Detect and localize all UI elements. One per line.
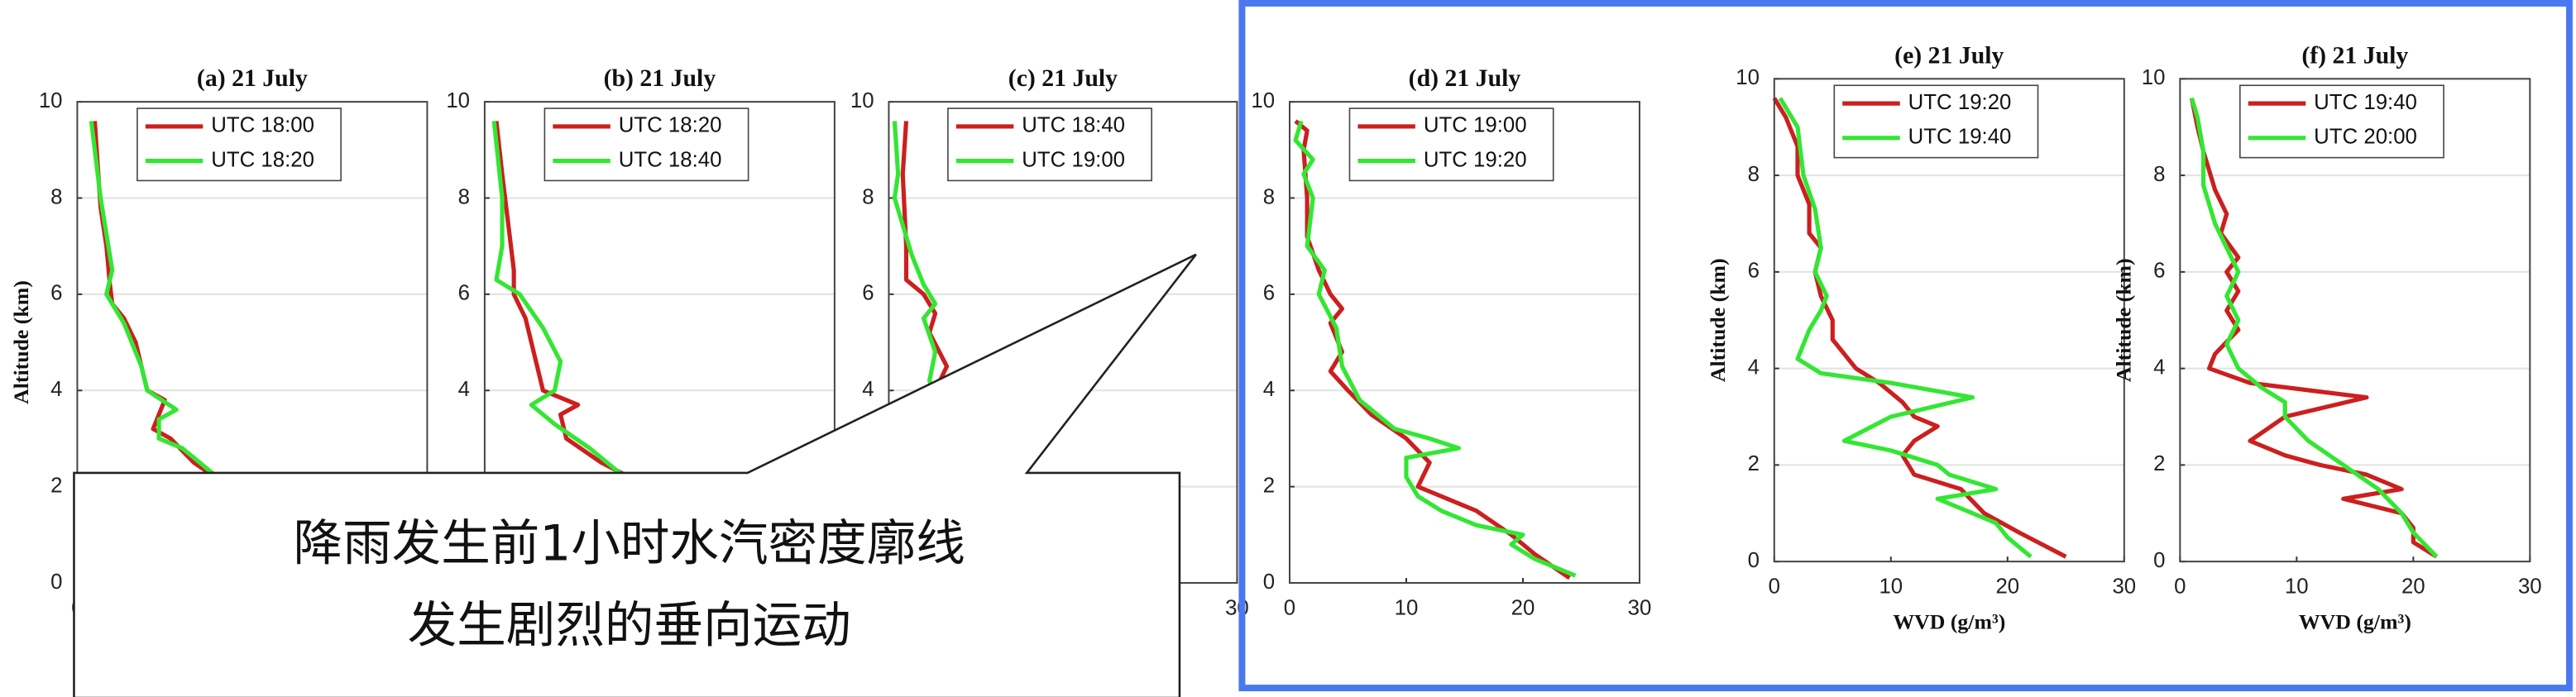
legend-label: UTC 18:40 bbox=[1022, 114, 1125, 137]
legend-label: UTC 19:40 bbox=[1908, 126, 2012, 149]
legend-label: UTC 18:00 bbox=[211, 114, 314, 137]
y-tick-label: 8 bbox=[50, 185, 62, 208]
x-tick-label: 20 bbox=[1995, 575, 2019, 599]
legend-box bbox=[1348, 107, 1554, 182]
chart-title: (c) 21 July bbox=[1008, 64, 1118, 92]
y-tick-label: 6 bbox=[1263, 282, 1275, 305]
x-tick-label: 30 bbox=[2112, 575, 2136, 599]
y-tick-label: 8 bbox=[2153, 163, 2165, 186]
x-tick-label: 10 bbox=[1879, 575, 1903, 599]
chart-title: (f) 21 July bbox=[2301, 41, 2408, 69]
y-tick-label: 10 bbox=[1251, 89, 1275, 112]
chart-title: (a) 21 July bbox=[197, 64, 308, 92]
y-tick-label: 2 bbox=[2153, 452, 2165, 475]
data-line bbox=[1294, 119, 1571, 580]
y-tick-label: 10 bbox=[39, 89, 63, 112]
callout-box bbox=[73, 253, 1197, 697]
y-tick-label: 10 bbox=[850, 89, 874, 112]
y-tick-label: 6 bbox=[1748, 260, 1760, 283]
legend-label: UTC 19:20 bbox=[1908, 91, 2012, 114]
y-tick-label: 6 bbox=[2153, 260, 2165, 283]
legend-label: UTC 18:40 bbox=[619, 148, 722, 171]
y-tick-label: 2 bbox=[1263, 474, 1275, 497]
y-tick-label: 0 bbox=[50, 570, 62, 594]
chart-title: (b) 21 July bbox=[604, 64, 716, 92]
data-line bbox=[2189, 98, 2438, 559]
x-tick-label: 30 bbox=[1628, 597, 1652, 620]
y-tick-label: 4 bbox=[1748, 356, 1760, 379]
x-tick-label: 20 bbox=[2401, 575, 2425, 599]
y-tick-label: 0 bbox=[1748, 549, 1760, 572]
x-tick-label: 30 bbox=[2518, 575, 2542, 599]
x-tick-label: 30 bbox=[1225, 597, 1249, 620]
legend-box bbox=[2239, 84, 2444, 159]
data-line bbox=[2189, 97, 2439, 559]
axes-box bbox=[2179, 78, 2531, 563]
y-tick-label: 6 bbox=[862, 282, 874, 305]
callout-text: 降雨发生前1小时水汽密度廓线 bbox=[294, 515, 965, 572]
y-tick-label: 8 bbox=[458, 185, 470, 208]
plot-area bbox=[1289, 102, 1640, 583]
y-tick-label: 8 bbox=[862, 185, 874, 208]
x-tick-label: 10 bbox=[2285, 575, 2309, 599]
legend-label: UTC 18:20 bbox=[211, 148, 314, 171]
panel: 0 2 4 6 8 10 0 10 20 30 (e) 21 July Altitude (km) WV… bbox=[1706, 41, 2136, 633]
axes-box bbox=[1288, 101, 1640, 584]
legend-box bbox=[543, 107, 749, 182]
y-tick-label: 4 bbox=[458, 378, 470, 401]
panel: 0 2 4 6 8 10 0 10 20 30 (f) 21 July Altitude (km) WV… bbox=[2112, 41, 2542, 633]
y-tick-label: 2 bbox=[1748, 452, 1760, 475]
x-tick-label: 20 bbox=[1511, 597, 1535, 620]
legend-label: UTC 20:00 bbox=[2314, 126, 2417, 149]
callout-text: 发生剧烈的垂向运动 bbox=[408, 598, 851, 655]
y-tick-label: 6 bbox=[50, 282, 62, 305]
y-tick-label: 10 bbox=[446, 89, 470, 112]
panel: 0 2 4 6 8 10 0 10 20 30 (d) 21 July UTC 19:00 UTC 19… bbox=[1251, 64, 1651, 619]
data-line bbox=[1778, 97, 2033, 559]
y-axis-label: Altitude (km) bbox=[9, 280, 33, 404]
highlight-frame bbox=[1238, 0, 2573, 692]
y-tick-label: 4 bbox=[1263, 378, 1275, 401]
x-tick-label: 0 bbox=[2174, 575, 2186, 599]
legend-label: UTC 19:20 bbox=[1424, 148, 1527, 171]
legend-label: UTC 19:40 bbox=[2314, 91, 2417, 114]
x-axis-label: WVD (g/m³) bbox=[1893, 610, 2005, 634]
x-axis-label: WVD (g/m³) bbox=[2299, 610, 2411, 634]
data-line bbox=[1293, 120, 1577, 578]
y-tick-label: 10 bbox=[2142, 66, 2166, 89]
chart-title: (e) 21 July bbox=[1894, 41, 2004, 69]
data-line bbox=[491, 121, 743, 575]
y-tick-label: 4 bbox=[50, 378, 62, 401]
x-tick-label: 0 bbox=[1769, 575, 1780, 599]
legend-label: UTC 19:00 bbox=[1022, 148, 1125, 171]
y-tick-label: 4 bbox=[2153, 356, 2165, 379]
y-tick-label: 0 bbox=[2153, 549, 2165, 572]
legend-box bbox=[1833, 84, 2039, 159]
y-tick-label: 10 bbox=[1736, 66, 1760, 89]
x-tick-label: 10 bbox=[1395, 597, 1419, 620]
y-tick-label: 8 bbox=[1748, 163, 1760, 186]
data-line bbox=[1772, 97, 2067, 559]
chart-title: (d) 21 July bbox=[1409, 64, 1521, 92]
x-tick-label: 0 bbox=[1284, 597, 1295, 620]
y-tick-label: 0 bbox=[1263, 570, 1275, 594]
data-line bbox=[494, 121, 743, 575]
axes-box bbox=[1773, 78, 2125, 563]
legend-box bbox=[136, 107, 342, 182]
legend-label: UTC 19:00 bbox=[1424, 114, 1527, 137]
y-tick-label: 2 bbox=[50, 474, 62, 497]
legend-label: UTC 18:20 bbox=[619, 114, 722, 137]
y-axis-label: Altitude (km) bbox=[2112, 258, 2136, 382]
data-line bbox=[89, 121, 347, 575]
y-tick-label: 8 bbox=[1263, 185, 1275, 208]
y-axis-label: Altitude (km) bbox=[1706, 258, 1730, 382]
y-tick-label: 6 bbox=[458, 282, 470, 305]
y-tick-label: 4 bbox=[862, 378, 874, 401]
legend-box bbox=[947, 107, 1152, 182]
